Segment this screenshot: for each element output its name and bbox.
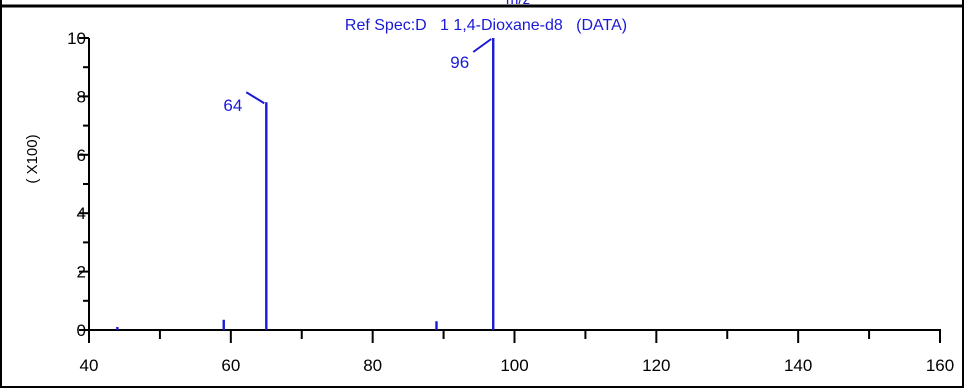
y-tick-label: 0 — [77, 321, 86, 340]
peaks — [116, 38, 495, 330]
peak-label-leader — [245, 91, 265, 105]
y-tick-label: 4 — [77, 204, 86, 223]
peak-label-leader — [472, 38, 492, 53]
y-axis-label: ( X100) — [24, 134, 41, 183]
y-tick-label: 8 — [77, 87, 86, 106]
x-tick-label: 80 — [363, 356, 382, 375]
y-tick-label: 2 — [77, 263, 86, 282]
chart-title: Ref Spec:D 1 1,4-Dioxane-d8 (DATA) — [345, 17, 627, 34]
x-tick-label: 100 — [500, 356, 528, 375]
x-tick-label: 40 — [80, 356, 99, 375]
peak-label: 96 — [450, 53, 469, 72]
x-tick-label: 140 — [784, 356, 812, 375]
x-tick-label: 120 — [642, 356, 670, 375]
x-tick-label: 160 — [926, 356, 954, 375]
y-tick-label: 10 — [67, 29, 86, 48]
ticks: 40 60 80 100 120 140 160 0 2 4 6 8 10 — [67, 29, 954, 375]
peak-label: 64 — [223, 96, 242, 115]
x-tick-label: 60 — [221, 356, 240, 375]
header-cut-label: m/z — [506, 0, 530, 8]
peak-labels: 64 96 — [223, 38, 492, 115]
y-tick-label: 6 — [77, 146, 86, 165]
